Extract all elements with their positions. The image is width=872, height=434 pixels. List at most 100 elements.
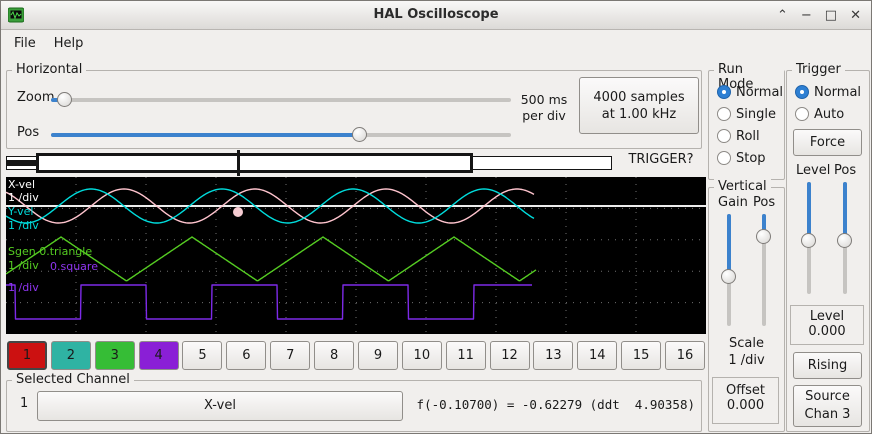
minimize-button[interactable]: − — [800, 7, 812, 23]
trigger-source-line2: Chan 3 — [804, 407, 851, 422]
radio-option-normal[interactable]: Normal — [795, 84, 861, 100]
channel-button-15[interactable]: 15 — [621, 341, 662, 370]
radio-unselected-icon — [717, 107, 731, 121]
vertical-section: Vertical Gain Pos Scale 1 /div Offset 0.… — [708, 179, 785, 432]
record-pretrigger-bar — [7, 160, 36, 166]
sample-rate-button[interactable]: 4000 samples at 1.00 kHz — [579, 77, 699, 134]
gain-slider[interactable] — [721, 214, 736, 326]
menubar: File Help — [1, 30, 871, 56]
time-per-div-readout: 500 ms per div — [511, 92, 577, 124]
scale-value: 1 /div — [728, 353, 765, 368]
channel-button-row: 1 2 3 4 5 6 7 8 9 10 11 12 13 14 15 16 — [7, 341, 706, 370]
gain-slider-handle[interactable] — [721, 269, 736, 285]
offset-value: 0.000 — [726, 398, 765, 413]
record-position-indicator — [6, 150, 646, 176]
channel-button-13[interactable]: 13 — [533, 341, 574, 370]
window-controls: ⌃ − □ ✕ — [777, 1, 861, 29]
trigger-status-label: TRIGGER? — [628, 152, 694, 167]
radio-option-auto[interactable]: Auto — [795, 106, 861, 122]
menu-file[interactable]: File — [14, 35, 36, 51]
radio-option-stop[interactable]: Stop — [717, 150, 783, 166]
channel-button-1[interactable]: 1 — [7, 341, 47, 370]
slider-track — [761, 214, 766, 326]
channel-button-10[interactable]: 10 — [401, 341, 442, 370]
channel-button-3[interactable]: 3 — [94, 341, 135, 370]
vertical-section-label: Vertical — [714, 179, 771, 194]
shade-button[interactable]: ⌃ — [776, 7, 788, 23]
channel-button-11[interactable]: 11 — [445, 341, 486, 370]
trigger-level-slider[interactable] — [801, 182, 816, 294]
radio-label: Roll — [736, 128, 760, 144]
radio-option-roll[interactable]: Roll — [717, 128, 783, 144]
time-per-div-line2: per div — [522, 108, 566, 123]
radio-label: Normal — [736, 84, 784, 100]
selected-channel-section: Selected Channel 1 X-vel f(-0.10700) = -… — [6, 372, 702, 432]
scope-channel-label: 1 /div — [8, 191, 39, 204]
run-mode-section: Run Mode Normal Single Roll Stop — [708, 62, 785, 180]
radio-unselected-icon — [717, 129, 731, 143]
channel-button-2[interactable]: 2 — [50, 341, 91, 370]
channel-button-4[interactable]: 4 — [138, 341, 179, 370]
radio-unselected-icon — [717, 151, 731, 165]
radio-label: Stop — [736, 150, 766, 166]
trigger-section-label: Trigger — [792, 62, 845, 77]
scope-channel-label: Y-vel — [8, 205, 34, 218]
trace-x-vel — [6, 188, 535, 224]
scope-channel-label: 1 /div — [8, 259, 39, 272]
zoom-slider[interactable] — [51, 92, 511, 107]
slider-fill — [842, 182, 847, 241]
channel-button-14[interactable]: 14 — [577, 341, 618, 370]
app-icon — [8, 7, 24, 23]
channel-button-7[interactable]: 7 — [270, 341, 311, 370]
channel-button-6[interactable]: 6 — [226, 341, 267, 370]
slider-fill — [51, 132, 360, 137]
trace-y-vel — [6, 188, 535, 224]
menu-help[interactable]: Help — [53, 35, 84, 51]
radio-label: Single — [736, 106, 776, 122]
slider-fill — [806, 182, 811, 241]
horizontal-section: Horizontal Zoom 500 ms per div 4000 samp… — [6, 62, 702, 149]
radio-option-single[interactable]: Single — [717, 106, 783, 122]
trigger-pos-slider-handle[interactable] — [837, 232, 852, 248]
vertical-pos-slider-handle[interactable] — [756, 228, 771, 244]
time-per-div-line1: 500 ms — [520, 92, 568, 107]
window-title: HAL Oscilloscope — [373, 7, 499, 22]
radio-unselected-icon — [795, 107, 809, 121]
radio-selected-icon — [717, 85, 731, 99]
trigger-level-slider-handle[interactable] — [801, 232, 816, 248]
trigger-pos-slider[interactable] — [837, 182, 852, 294]
selected-channel-number: 1 — [20, 396, 29, 411]
radio-label: Normal — [814, 84, 862, 100]
trigger-source-button[interactable]: Source Chan 3 — [793, 385, 862, 427]
channel-button-16[interactable]: 16 — [665, 341, 706, 370]
trigger-point-marker — [233, 207, 243, 217]
trigger-level-readout-value: 0.000 — [808, 324, 846, 339]
selected-channel-source-button[interactable]: X-vel — [37, 391, 403, 421]
zoom-slider-handle[interactable] — [57, 92, 73, 107]
channel-button-8[interactable]: 8 — [314, 341, 355, 370]
trace-sgen-0-triangle — [6, 236, 537, 282]
trigger-level-readout: Level 0.000 — [790, 305, 864, 345]
horizontal-pos-slider[interactable] — [51, 127, 511, 142]
trace-sgen-0-square — [6, 284, 533, 320]
scope-channel-label: 1 /div — [8, 281, 39, 294]
radio-option-normal[interactable]: Normal — [717, 84, 783, 100]
scope-channel-label: 0.square — [50, 260, 98, 273]
channel-button-12[interactable]: 12 — [489, 341, 530, 370]
channel-button-9[interactable]: 9 — [357, 341, 398, 370]
slider-track — [51, 97, 511, 102]
selected-channel-section-label: Selected Channel — [12, 372, 134, 387]
titlebar: HAL Oscilloscope ⌃ − □ ✕ — [1, 1, 871, 30]
maximize-button[interactable]: □ — [824, 7, 838, 23]
trigger-edge-button[interactable]: Rising — [793, 352, 862, 379]
vertical-pos-slider[interactable] — [756, 214, 771, 326]
scope-channel-label: Sgen 0.triangle — [8, 245, 93, 258]
pos-slider-handle[interactable] — [351, 127, 367, 142]
trigger-level-readout-label: Level — [809, 309, 845, 324]
selected-channel-value-readout: f(-0.10700) = -0.62279 (ddt 4.90358) — [416, 397, 695, 412]
channel-button-5[interactable]: 5 — [182, 341, 223, 370]
force-trigger-button[interactable]: Force — [793, 129, 862, 156]
offset-label: Offset — [725, 383, 766, 398]
radio-selected-icon — [795, 85, 809, 99]
close-button[interactable]: ✕ — [850, 7, 861, 23]
